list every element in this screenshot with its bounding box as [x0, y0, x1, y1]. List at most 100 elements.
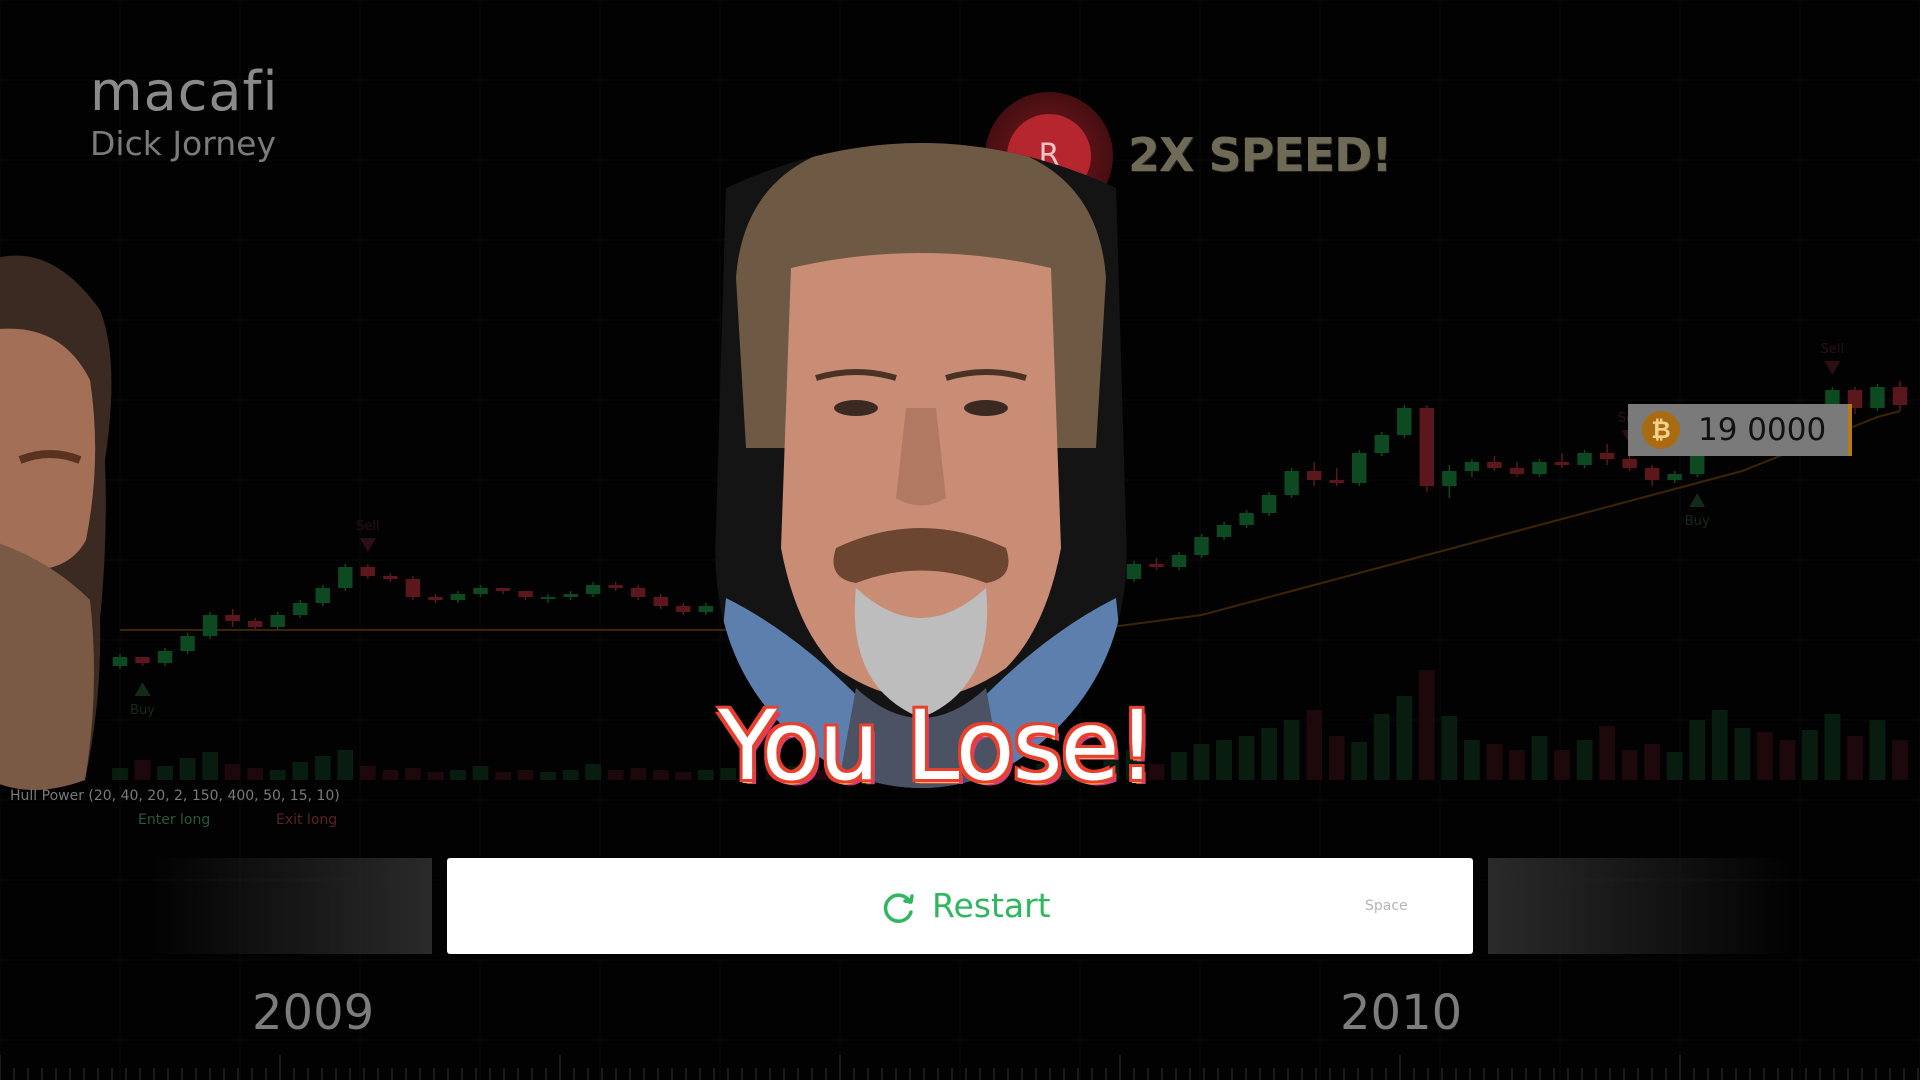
volume-bar [179, 758, 196, 780]
candle-body [405, 579, 421, 597]
volume-bar [1621, 750, 1638, 780]
volume-bar [157, 766, 173, 780]
volume-bar [1486, 744, 1503, 780]
candle-body [1532, 462, 1547, 474]
volume-bar [134, 760, 151, 780]
volume-bar [427, 772, 444, 780]
volume-bar [1418, 670, 1435, 780]
candle-body [247, 621, 263, 627]
candle-body [473, 588, 488, 594]
candle-body [1329, 480, 1344, 483]
volume-bar [1599, 726, 1615, 780]
volume-bar [1328, 736, 1345, 780]
buy-marker [1689, 493, 1706, 507]
candle-body [1374, 435, 1389, 453]
volume-bar [202, 752, 219, 780]
volume-bar [1441, 716, 1458, 780]
volume-bar [1801, 730, 1818, 780]
candle-body [1509, 468, 1525, 474]
buy-label: Buy [1685, 514, 1710, 529]
volume-bar [450, 770, 466, 780]
candle-body [1892, 387, 1908, 405]
candle-body [202, 615, 218, 636]
volume-bar [495, 772, 511, 780]
candle-body [383, 576, 398, 579]
volume-bar [314, 756, 331, 780]
bitcoin-icon: ₿ [1642, 411, 1680, 449]
restart-button[interactable]: Restart Space [447, 858, 1473, 954]
volume-bar [472, 766, 489, 780]
volume-bar [1869, 720, 1886, 780]
candle-body [450, 594, 466, 600]
candle-body [1306, 471, 1322, 480]
volume-bar [1734, 728, 1751, 780]
volume-bar [269, 770, 286, 780]
volume-bar [675, 772, 692, 780]
volume-bar [562, 770, 579, 780]
volume-bar [607, 770, 624, 780]
indicator-label: Hull Power (20, 40, 20, 2, 150, 400, 50,… [10, 788, 340, 804]
buy-label: Buy [130, 703, 155, 718]
game-over-banner: You Lose! [718, 690, 1156, 802]
right-action-panel[interactable] [1488, 858, 1920, 954]
sell-label: Sell [1821, 342, 1844, 357]
candle-body [1239, 513, 1254, 525]
candle-body [1284, 471, 1299, 495]
volume-bar [630, 768, 647, 780]
asset-ticker: macafi [90, 60, 279, 123]
candle-body [1171, 555, 1187, 567]
volume-bar [1576, 740, 1593, 780]
candle-body [1352, 453, 1367, 483]
volume-bar [224, 764, 241, 780]
volume-bar [1779, 740, 1796, 780]
volume-bar [292, 762, 309, 780]
candle-body [1442, 471, 1457, 486]
candle-body [1622, 459, 1637, 468]
refresh-icon [883, 893, 914, 923]
volume-bar [1892, 740, 1908, 780]
candle-body [1397, 408, 1412, 435]
candle-body [676, 606, 691, 612]
volume-bar [1216, 740, 1232, 780]
volume-bar [1531, 736, 1548, 780]
sell-marker [359, 538, 376, 552]
year-label-2010: 2010 [1340, 985, 1463, 1041]
candle-body [1194, 537, 1209, 555]
volume-bar [1756, 732, 1773, 780]
volume-bar [1711, 710, 1728, 780]
candle-body [563, 594, 578, 597]
candle-body [1464, 462, 1480, 471]
candle-body [1216, 525, 1232, 537]
candle-body [1577, 453, 1592, 465]
exit-long-label: Exit long [276, 812, 338, 828]
candle-body [608, 585, 623, 588]
volume-bar [1509, 750, 1525, 780]
candle-body [135, 657, 150, 663]
volume-bar [359, 766, 376, 780]
price-value: 19 0000 [1698, 412, 1827, 448]
candle-body [1487, 462, 1502, 468]
candle-body [1599, 453, 1615, 459]
enter-long-label: Enter long [138, 812, 211, 828]
candle-body [1261, 495, 1277, 513]
candle-body [270, 615, 285, 627]
candle-body [360, 567, 376, 576]
candle-body [1870, 387, 1885, 408]
candle-body [1419, 408, 1435, 486]
volume-bar [1373, 714, 1390, 780]
volume-bar [1193, 744, 1210, 780]
candle-body [428, 597, 443, 600]
volume-bar [247, 768, 264, 780]
volume-bar [1171, 752, 1187, 780]
volume-bar [1644, 744, 1661, 780]
left-action-panel[interactable] [0, 858, 432, 954]
volume-bar [1554, 750, 1570, 780]
time-axis-ticks [0, 1055, 1919, 1080]
restart-label: Restart [932, 886, 1051, 925]
exit-long-legend: Exit long [276, 812, 337, 828]
candle-body [653, 597, 668, 606]
candle-body [180, 636, 195, 651]
speed-label: 2X SPEED! [1128, 128, 1392, 182]
candle-body [1644, 468, 1660, 480]
volume-bar [1824, 714, 1841, 780]
